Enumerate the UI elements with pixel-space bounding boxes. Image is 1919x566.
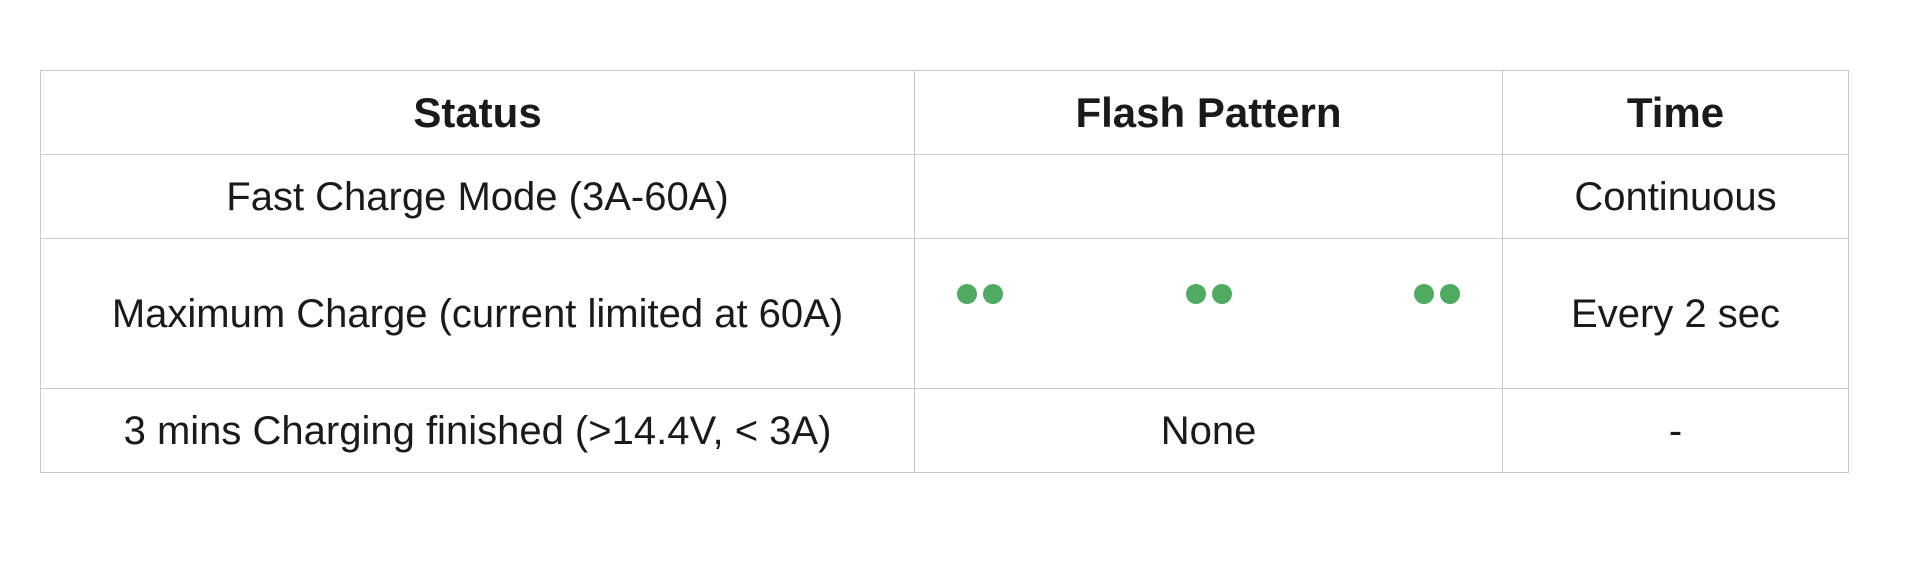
header-time: Time bbox=[1503, 71, 1849, 155]
dot-group bbox=[957, 284, 1003, 304]
dot-icon bbox=[1212, 284, 1232, 304]
dot-icon bbox=[1440, 284, 1460, 304]
cell-time: Every 2 sec bbox=[1503, 239, 1849, 389]
table-body: Fast Charge Mode (3A-60A) Continuous Max… bbox=[41, 155, 1849, 473]
table-row: Maximum Charge (current limited at 60A) … bbox=[41, 239, 1849, 389]
table-row: 3 mins Charging finished (>14.4V, < 3A) … bbox=[41, 389, 1849, 473]
cell-status: 3 mins Charging finished (>14.4V, < 3A) bbox=[41, 389, 915, 473]
dot-group bbox=[1414, 284, 1460, 304]
cell-status: Fast Charge Mode (3A-60A) bbox=[41, 155, 915, 239]
table-row: Fast Charge Mode (3A-60A) Continuous bbox=[41, 155, 1849, 239]
dot-icon bbox=[1414, 284, 1434, 304]
cell-pattern bbox=[915, 239, 1503, 389]
cell-pattern: None bbox=[915, 389, 1503, 473]
header-status: Status bbox=[41, 71, 915, 155]
dot-icon bbox=[1186, 284, 1206, 304]
table-header-row: Status Flash Pattern Time bbox=[41, 71, 1849, 155]
cell-time: Continuous bbox=[1503, 155, 1849, 239]
dot-icon bbox=[983, 284, 1003, 304]
cell-pattern bbox=[915, 155, 1503, 239]
dot-icon bbox=[957, 284, 977, 304]
status-table: Status Flash Pattern Time Fast Charge Mo… bbox=[40, 70, 1849, 473]
cell-status: Maximum Charge (current limited at 60A) bbox=[41, 239, 915, 389]
dot-group bbox=[1186, 284, 1232, 304]
cell-time: - bbox=[1503, 389, 1849, 473]
header-pattern: Flash Pattern bbox=[915, 71, 1503, 155]
flash-pattern bbox=[929, 284, 1488, 304]
